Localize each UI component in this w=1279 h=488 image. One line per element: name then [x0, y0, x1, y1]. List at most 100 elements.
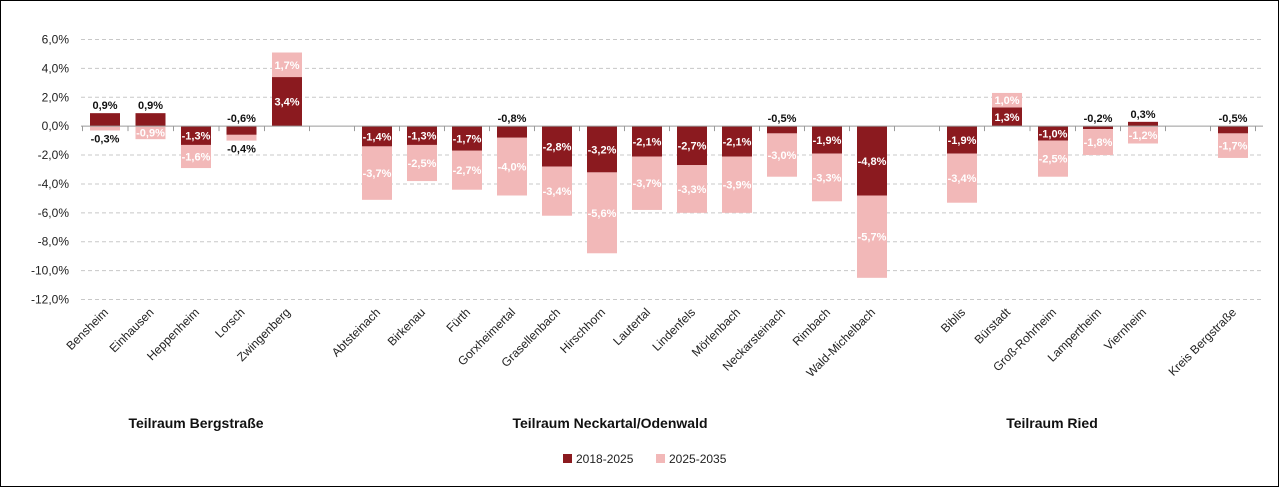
- category-label: Bürstadt: [972, 305, 1014, 347]
- y-tick-label: -6,0%: [38, 206, 70, 220]
- category-label: Fürth: [443, 305, 473, 335]
- data-label-2025-2035: -3,7%: [633, 178, 662, 190]
- data-label-2025-2035: -2,5%: [1039, 154, 1068, 166]
- legend-label-2018-2025: 2018-2025: [576, 452, 634, 466]
- bar-2018-2025: [857, 126, 887, 196]
- group-label: Teilraum Bergstraße: [128, 415, 263, 431]
- data-label-2018-2025: -2,1%: [723, 136, 752, 148]
- category-label: Viernheim: [1101, 305, 1149, 353]
- bar-2018-2025: [947, 126, 977, 154]
- bar-2018-2025: [1218, 126, 1248, 134]
- bar-2025-2035: [1128, 126, 1158, 144]
- data-label-2025-2035: -4,0%: [498, 162, 527, 174]
- y-tick-label: -8,0%: [38, 235, 70, 249]
- bar-2025-2035: [90, 126, 120, 131]
- bar-2025-2035: [767, 133, 797, 177]
- bar-2018-2025: [226, 126, 257, 135]
- bar-2018-2025: [1128, 121, 1158, 127]
- data-label-2025-2035: -1,6%: [182, 152, 211, 164]
- bar-2025-2035: [407, 144, 437, 182]
- bar-2025-2035: [135, 126, 166, 140]
- data-label-2025-2035: -0,9%: [136, 128, 165, 140]
- bar-2025-2035: [181, 144, 211, 169]
- legend-swatch-2025-2035: [656, 454, 665, 463]
- bar-2018-2025: [1083, 126, 1113, 130]
- y-tick-label: 0,0%: [42, 119, 70, 133]
- bar-2025-2035: [1038, 140, 1068, 177]
- category-label: Biblis: [938, 305, 968, 335]
- bar-2018-2025: [632, 126, 662, 157]
- y-tick-label: -12,0%: [31, 293, 69, 307]
- data-label-2018-2025: -2,7%: [678, 141, 707, 153]
- category-label: Hirschhorn: [557, 305, 608, 356]
- y-tick-label: -4,0%: [38, 177, 70, 191]
- bar-2025-2035: [632, 156, 662, 210]
- bar-2018-2025: [812, 126, 842, 154]
- data-label-2025-2035: -3,7%: [363, 168, 392, 180]
- data-label-2025-2035: -5,7%: [858, 232, 887, 244]
- data-label-2025-2035: -1,8%: [1084, 137, 1113, 149]
- bar-2018-2025: [587, 126, 617, 173]
- bar-2018-2025: [452, 126, 482, 151]
- bar-2018-2025: [497, 126, 527, 138]
- legend-swatch-2018-2025: [563, 454, 572, 463]
- data-label-2025-2035: 1,7%: [274, 60, 299, 72]
- y-tick-label: 6,0%: [42, 33, 70, 47]
- bar-2025-2035: [272, 52, 302, 78]
- y-tick-label: -10,0%: [31, 264, 69, 278]
- legend-label-2025-2035: 2025-2035: [669, 452, 727, 466]
- category-label: Lorsch: [212, 305, 247, 340]
- bar-2025-2035: [812, 153, 842, 202]
- data-label-2018-2025: -1,7%: [453, 133, 482, 145]
- data-label-2018-2025: 3,4%: [274, 97, 299, 109]
- category-label: Rimbach: [790, 305, 833, 348]
- category-label: Lautertal: [610, 305, 653, 348]
- bar-2018-2025: [677, 126, 707, 166]
- data-label-2025-2035: -2,7%: [453, 165, 482, 177]
- bar-2018-2025: [992, 107, 1022, 127]
- bar-2025-2035: [722, 156, 752, 213]
- category-label: Birkenau: [385, 305, 428, 348]
- data-label-2018-2025: -0,6%: [227, 113, 256, 125]
- bar-2025-2035: [362, 146, 392, 200]
- category-label: Bensheim: [63, 305, 111, 353]
- group-label: Teilraum Ried: [1006, 415, 1098, 431]
- data-label-2018-2025: -3,2%: [588, 144, 617, 156]
- data-label-2025-2035: -0,3%: [91, 134, 120, 146]
- data-label-2018-2025: 1,3%: [994, 112, 1019, 124]
- bar-2025-2035: [677, 165, 707, 213]
- bar-2025-2035: [587, 172, 617, 254]
- data-label-2018-2025: 0,3%: [1130, 109, 1155, 121]
- data-label-2025-2035: -1,2%: [1129, 130, 1158, 142]
- data-label-2025-2035: -3,0%: [768, 150, 797, 162]
- data-label-2018-2025: -4,8%: [858, 156, 887, 168]
- bar-2018-2025: [407, 126, 437, 145]
- data-label-2025-2035: -0,4%: [227, 144, 256, 156]
- bar-2025-2035: [857, 195, 887, 278]
- data-label-2025-2035: -1,7%: [1219, 141, 1248, 153]
- data-label-2025-2035: -3,3%: [678, 184, 707, 196]
- data-label-2025-2035: -3,9%: [723, 180, 752, 192]
- group-label: Teilraum Neckartal/Odenwald: [512, 415, 707, 431]
- data-label-2018-2025: -0,8%: [498, 113, 527, 125]
- bar-2018-2025: [181, 126, 211, 145]
- category-label: Kreis Bergstraße: [1166, 305, 1240, 379]
- bar-2025-2035: [947, 153, 977, 203]
- data-label-2018-2025: -2,1%: [633, 136, 662, 148]
- data-label-2018-2025: -1,9%: [813, 135, 842, 147]
- bar-2018-2025: [90, 113, 120, 127]
- data-label-2018-2025: -1,3%: [182, 131, 211, 143]
- y-tick-label: 2,0%: [42, 90, 70, 104]
- data-label-2025-2035: -3,4%: [948, 173, 977, 185]
- bar-2018-2025: [767, 126, 797, 134]
- data-label-2018-2025: -1,4%: [363, 131, 392, 143]
- bar-2025-2035: [226, 134, 257, 141]
- data-label-2025-2035: -3,3%: [813, 172, 842, 184]
- data-label-2018-2025: 0,9%: [138, 100, 163, 112]
- bar-2025-2035: [542, 166, 572, 216]
- y-tick-label: 4,0%: [42, 61, 70, 75]
- data-label-2025-2035: -2,5%: [408, 158, 437, 170]
- category-label: Abtsteinach: [329, 305, 383, 359]
- data-label-2018-2025: -2,8%: [543, 141, 572, 153]
